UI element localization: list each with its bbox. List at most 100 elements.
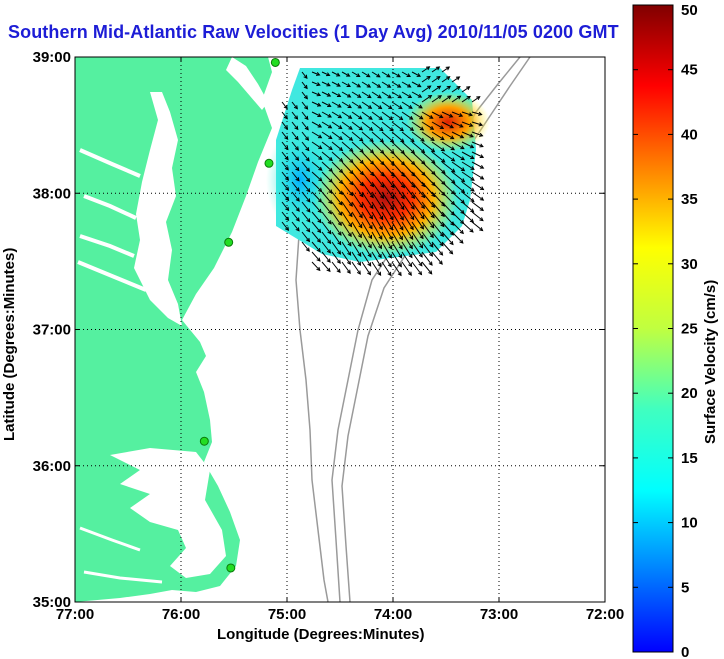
current-vector-head [427,94,433,99]
current-vector [351,131,364,142]
current-vector-head [367,94,372,99]
current-vector-head [337,241,342,246]
current-vector-head [316,102,322,107]
current-vector-head [479,207,484,212]
current-vector [371,251,382,267]
current-vector [471,211,484,221]
x-tick-label: 74:00 [374,606,412,623]
current-vector [351,241,362,257]
colorbar [632,4,674,653]
current-vector [391,221,403,240]
current-vector [341,91,351,98]
current-vector-head [419,126,425,131]
current-vector [301,111,309,120]
current-vector [471,151,484,158]
current-vector [301,181,311,193]
current-vector [311,131,322,139]
current-vector-head [459,134,465,139]
current-vector [331,161,343,173]
current-vector [451,201,465,214]
current-vector [471,96,481,103]
current-vector [281,181,289,191]
colorbar-tick-label: 50 [681,2,698,19]
current-vector [331,181,343,195]
current-vector [321,131,333,140]
current-vector [371,141,384,154]
current-vector-head [327,103,332,108]
current-vector-head [317,218,322,224]
current-vector [401,81,411,88]
current-vector-head [379,127,384,132]
current-vector-head [283,104,288,110]
current-vector-head [476,96,481,101]
current-vector [411,171,426,187]
current-vector-head [435,66,441,71]
current-vector [361,91,372,99]
current-vector [371,111,383,120]
y-tick-label: 36:00 [33,458,71,475]
current-vector-head [283,115,288,120]
current-vector [371,101,382,109]
current-vector-head [348,114,353,119]
current-vector [411,101,423,109]
current-vector-head [294,115,299,120]
current-vector [471,141,484,148]
current-vector [331,131,343,140]
current-vector-head [284,135,289,140]
colorbar-tick-label: 0 [681,644,689,659]
current-vector [371,201,384,220]
current-vector [381,251,392,267]
current-vector [331,81,341,87]
current-vector-head [295,197,300,202]
current-vector-head [336,259,341,265]
current-vector [421,141,435,153]
current-vector [361,151,374,165]
current-vector-head [460,178,466,183]
current-vector [461,161,475,170]
current-vector [351,211,363,228]
current-vector-head [346,72,351,77]
current-vector [471,131,483,137]
current-vector-head [326,258,331,263]
current-vector-head [357,243,362,248]
current-vector [421,241,433,257]
current-vector [461,151,474,159]
current-vector-head [388,254,392,259]
current-vector-head [369,194,374,199]
current-vector-head [478,132,484,137]
current-vector-head [397,94,403,99]
current-vector-head [368,234,373,240]
current-vector-head [338,201,343,206]
current-vector-head [318,166,323,171]
current-vector [361,141,374,154]
current-vector [321,81,331,87]
colorbar-tick-label: 5 [681,579,689,596]
current-vector-head [436,85,442,90]
current-vector-head [305,157,310,162]
current-vector-head [379,215,384,221]
current-vector-head [439,232,444,238]
current-vector [291,201,300,212]
current-vector [311,101,321,107]
current-vector [341,181,353,196]
current-vector-head [387,94,392,99]
current-vector-head [378,225,383,231]
current-vector [441,171,456,184]
current-vector-head [408,262,413,268]
current-vector-head [337,231,342,236]
current-vector [371,171,385,188]
current-vector-head [459,229,464,235]
current-vector-head [367,244,372,249]
current-vector-head [368,225,373,230]
current-vector-head [318,188,323,193]
current-vector [291,121,299,130]
current-vector [381,141,395,154]
current-vector-head [398,116,404,121]
current-vector [281,161,289,171]
current-vector-head [376,83,382,88]
current-vector [401,251,413,267]
current-vector-head [408,244,413,250]
current-vector-head [295,156,300,162]
current-vector-head [304,126,309,131]
